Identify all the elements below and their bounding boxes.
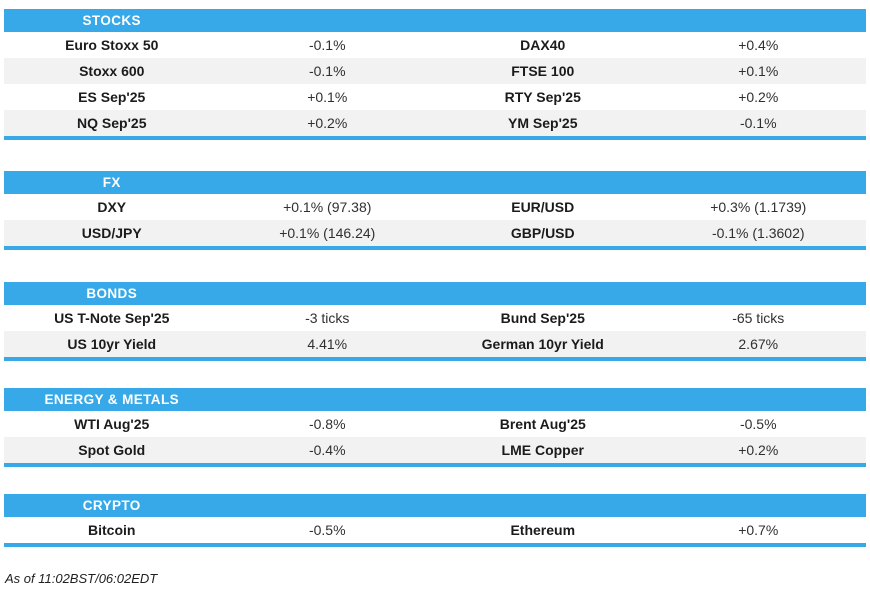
instrument-label: German 10yr Yield <box>481 336 604 352</box>
instrument-label: DXY <box>97 199 127 215</box>
instrument-value: -0.8% <box>308 416 346 432</box>
instrument-value: -65 ticks <box>732 310 785 326</box>
section-title: ENERGY & METALS <box>44 392 179 407</box>
table-row: Spot Gold -0.4% LME Copper +0.2% <box>4 437 866 463</box>
section-title: FX <box>102 175 121 190</box>
section-header: BONDS <box>4 282 866 305</box>
table-row: WTI Aug'25 -0.8% Brent Aug'25 -0.5% <box>4 411 866 437</box>
instrument-value: -3 ticks <box>305 310 350 326</box>
instrument-label: Bund Sep'25 <box>500 310 585 326</box>
instrument-value: +0.4% <box>738 37 779 53</box>
instrument-label: Bitcoin <box>88 522 136 538</box>
section-header: FX <box>4 171 866 194</box>
instrument-value: -0.5% <box>739 416 777 432</box>
instrument-label: RTY Sep'25 <box>504 89 581 105</box>
section-bonds: BONDS US T-Note Sep'25 -3 ticks Bund Sep'25… <box>4 282 866 361</box>
instrument-label: Stoxx 600 <box>79 63 145 79</box>
as-of-timestamp: As of 11:02BST/06:02EDT <box>5 571 158 586</box>
instrument-label: Brent Aug'25 <box>499 416 586 432</box>
section-stocks: STOCKS Euro Stoxx 50 -0.1% DAX40 +0.4% Stoxx … <box>4 9 866 140</box>
instrument-label: NQ Sep'25 <box>77 115 147 131</box>
section-title: BONDS <box>86 286 138 301</box>
instrument-label: Spot Gold <box>78 442 146 458</box>
table-row: Stoxx 600 -0.1% FTSE 100 +0.1% <box>4 58 866 84</box>
table-row: US 10yr Yield 4.41% German 10yr Yield 2.67% <box>4 331 866 357</box>
instrument-label: GBP/USD <box>510 225 575 241</box>
instrument-value: +0.7% <box>738 522 779 538</box>
instrument-label: YM Sep'25 <box>508 115 578 131</box>
section-title: STOCKS <box>82 13 141 28</box>
instrument-label: US 10yr Yield <box>67 336 157 352</box>
section-header: CRYPTO <box>4 494 866 517</box>
table-row: NQ Sep'25 +0.2% YM Sep'25 -0.1% <box>4 110 866 136</box>
section-crypto: CRYPTO Bitcoin -0.5% Ethereum +0.7% <box>4 494 866 547</box>
table-row: USD/JPY +0.1% (146.24) GBP/USD -0.1% (1.360… <box>4 220 866 246</box>
instrument-value: +0.2% <box>738 89 779 105</box>
instrument-value: +0.3% (1.1739) <box>710 199 807 215</box>
instrument-value: +0.1% (97.38) <box>283 199 372 215</box>
instrument-label: US T-Note Sep'25 <box>54 310 170 326</box>
table-row: ES Sep'25 +0.1% RTY Sep'25 +0.2% <box>4 84 866 110</box>
instrument-value: 4.41% <box>307 336 348 352</box>
instrument-label: EUR/USD <box>511 199 575 215</box>
table-row: US T-Note Sep'25 -3 ticks Bund Sep'25 -65 t… <box>4 305 866 331</box>
instrument-value: +0.1% (146.24) <box>279 225 376 241</box>
instrument-label: USD/JPY <box>81 225 142 241</box>
instrument-value: -0.5% <box>308 522 346 538</box>
section-energy-metals: ENERGY & METALS WTI Aug'25 -0.8% Brent Aug'… <box>4 388 866 467</box>
instrument-label: Euro Stoxx 50 <box>65 37 159 53</box>
section-fx: FX DXY +0.1% (97.38) EUR/USD +0.3% (1.1739) U… <box>4 171 866 250</box>
instrument-value: -0.1% <box>739 115 777 131</box>
section-header: STOCKS <box>4 9 866 32</box>
instrument-label: ES Sep'25 <box>78 89 146 105</box>
instrument-label: Ethereum <box>510 522 576 538</box>
table-row: Euro Stoxx 50 -0.1% DAX40 +0.4% <box>4 32 866 58</box>
instrument-value: -0.4% <box>308 442 346 458</box>
instrument-value: +0.2% <box>307 115 348 131</box>
table-row: Bitcoin -0.5% Ethereum +0.7% <box>4 517 866 543</box>
instrument-value: 2.67% <box>738 336 779 352</box>
instrument-label: WTI Aug'25 <box>74 416 150 432</box>
instrument-value: +0.1% <box>307 89 348 105</box>
table-row: DXY +0.1% (97.38) EUR/USD +0.3% (1.1739) <box>4 194 866 220</box>
instrument-label: LME Copper <box>501 442 584 458</box>
sections-container: STOCKS Euro Stoxx 50 -0.1% DAX40 +0.4% Stoxx … <box>4 9 866 547</box>
instrument-value: -0.1% <box>308 63 346 79</box>
section-header: ENERGY & METALS <box>4 388 866 411</box>
instrument-label: FTSE 100 <box>511 63 575 79</box>
section-title: CRYPTO <box>82 498 141 513</box>
instrument-value: +0.2% <box>738 442 779 458</box>
instrument-value: +0.1% <box>738 63 779 79</box>
instrument-value: -0.1% (1.3602) <box>711 225 805 241</box>
instrument-value: -0.1% <box>308 37 346 53</box>
instrument-label: DAX40 <box>520 37 566 53</box>
